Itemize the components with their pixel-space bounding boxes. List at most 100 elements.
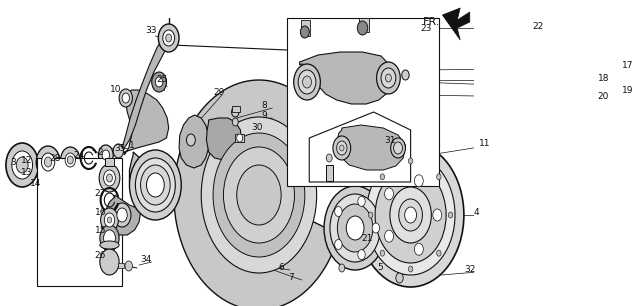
Circle shape — [326, 154, 332, 162]
Polygon shape — [122, 36, 172, 148]
Circle shape — [358, 196, 365, 206]
Circle shape — [340, 145, 344, 151]
Circle shape — [298, 70, 316, 94]
Circle shape — [366, 155, 455, 275]
Text: 3: 3 — [10, 158, 16, 166]
Circle shape — [357, 21, 368, 35]
Circle shape — [337, 141, 347, 155]
Polygon shape — [337, 125, 405, 170]
Circle shape — [44, 157, 52, 167]
Circle shape — [415, 175, 423, 187]
Circle shape — [232, 107, 239, 117]
Text: 27: 27 — [95, 188, 106, 197]
Bar — [118, 263, 124, 268]
Circle shape — [12, 151, 33, 179]
Circle shape — [65, 153, 76, 167]
Text: 7: 7 — [289, 274, 294, 282]
Circle shape — [100, 208, 118, 232]
Circle shape — [433, 209, 442, 221]
Circle shape — [158, 24, 179, 52]
Text: 16: 16 — [95, 207, 106, 217]
Circle shape — [125, 261, 132, 271]
Text: 13: 13 — [20, 167, 32, 177]
Circle shape — [102, 150, 109, 160]
Circle shape — [369, 212, 373, 218]
Circle shape — [108, 217, 112, 223]
Circle shape — [357, 143, 464, 287]
Circle shape — [376, 62, 400, 94]
Text: FR.: FR. — [423, 17, 440, 27]
Text: 9: 9 — [261, 110, 267, 120]
Polygon shape — [174, 80, 339, 306]
Circle shape — [415, 243, 423, 255]
Circle shape — [36, 146, 60, 178]
Text: 8: 8 — [261, 100, 267, 110]
Bar — [236, 134, 244, 142]
Circle shape — [237, 134, 243, 142]
Circle shape — [99, 145, 113, 165]
Circle shape — [436, 250, 441, 256]
Circle shape — [67, 156, 73, 164]
Circle shape — [201, 117, 317, 273]
Circle shape — [449, 212, 452, 218]
Polygon shape — [124, 90, 169, 155]
Circle shape — [385, 74, 392, 82]
Text: 4: 4 — [474, 207, 479, 217]
Text: 19: 19 — [621, 85, 633, 95]
Text: 21: 21 — [361, 233, 372, 242]
Circle shape — [335, 207, 342, 217]
Circle shape — [152, 72, 166, 92]
Bar — [287, 18, 439, 186]
Circle shape — [408, 266, 413, 272]
Circle shape — [372, 223, 380, 233]
Polygon shape — [106, 195, 141, 235]
Circle shape — [333, 136, 351, 160]
Circle shape — [163, 30, 175, 46]
Circle shape — [338, 150, 346, 160]
Text: 20: 20 — [598, 91, 609, 100]
Circle shape — [186, 134, 195, 146]
Text: 18: 18 — [598, 73, 609, 83]
Circle shape — [436, 174, 441, 180]
Circle shape — [117, 208, 127, 222]
Circle shape — [335, 240, 342, 249]
Text: 15: 15 — [95, 226, 106, 234]
Circle shape — [104, 170, 115, 186]
Circle shape — [113, 203, 131, 227]
Text: 12: 12 — [20, 155, 32, 165]
Text: 1: 1 — [129, 140, 134, 150]
Circle shape — [141, 165, 170, 205]
Text: 35: 35 — [114, 144, 125, 152]
Text: 11: 11 — [479, 139, 491, 147]
Bar — [326, 165, 333, 181]
Circle shape — [358, 250, 365, 259]
Circle shape — [232, 118, 238, 126]
Circle shape — [303, 76, 312, 88]
Circle shape — [346, 216, 364, 240]
Circle shape — [122, 93, 129, 103]
Circle shape — [390, 138, 405, 158]
Circle shape — [104, 230, 115, 246]
Text: 23: 23 — [420, 24, 431, 32]
Circle shape — [42, 153, 55, 171]
Circle shape — [223, 147, 294, 243]
Circle shape — [399, 199, 422, 231]
Circle shape — [394, 142, 403, 154]
Circle shape — [119, 89, 132, 107]
Bar — [37, 158, 122, 286]
Circle shape — [16, 157, 28, 173]
Text: 17: 17 — [621, 61, 633, 69]
Text: 33: 33 — [146, 25, 157, 35]
Text: 10: 10 — [109, 84, 121, 94]
Text: 22: 22 — [532, 21, 544, 31]
Text: 5: 5 — [378, 263, 383, 273]
Circle shape — [408, 158, 413, 164]
Text: 25: 25 — [157, 74, 168, 84]
Circle shape — [390, 187, 431, 243]
Circle shape — [100, 249, 119, 275]
Circle shape — [61, 147, 80, 173]
Circle shape — [100, 225, 119, 251]
Polygon shape — [179, 115, 209, 168]
Polygon shape — [442, 8, 470, 40]
Bar — [232, 106, 240, 112]
